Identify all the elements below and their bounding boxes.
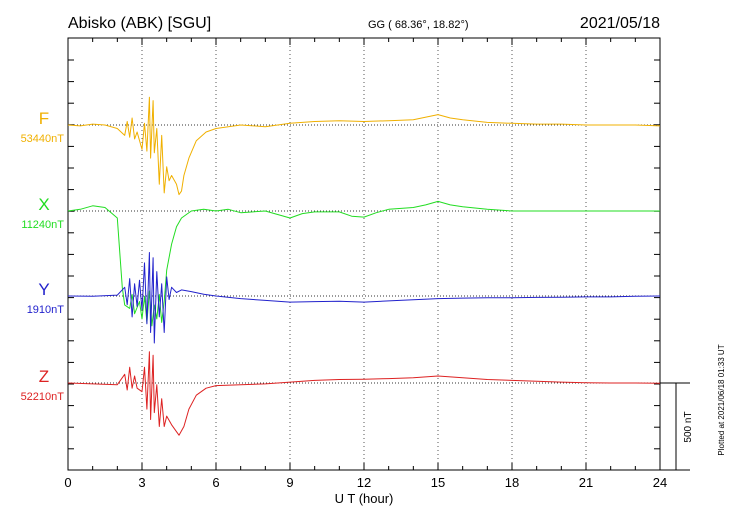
series-baseline-f: 53440nT [21, 133, 65, 145]
x-tick-labels: 0 3 6 9 12 15 18 21 24 [64, 475, 667, 490]
grid-lines [68, 38, 660, 470]
x-tick-label: 3 [138, 475, 145, 490]
x-tick-label: 6 [212, 475, 219, 490]
x-axis-label: U T (hour) [335, 491, 394, 506]
x-tick-label: 24 [653, 475, 667, 490]
plot-date: 2021/05/18 [580, 15, 660, 32]
station-coords: GG ( 68.36°, 18.82°) [368, 19, 469, 31]
station-title: Abisko (ABK) [SGU] [68, 15, 211, 32]
series-name-y: Y [38, 280, 49, 299]
series-baseline-y: 1910nT [27, 304, 65, 316]
series-labels: F 53440nT X 11240nT Y 1910nT Z 52210nT [21, 109, 65, 403]
x-tick-label: 0 [64, 475, 71, 490]
series-baseline-z: 52210nT [21, 391, 65, 403]
series-baseline-x: 11240nT [21, 219, 64, 231]
series-line-f [67, 96, 661, 196]
series-layer [67, 96, 661, 436]
series-name-x: X [38, 195, 49, 214]
scale-bar: 500 nT [660, 382, 694, 471]
series-name-z: Z [39, 367, 49, 386]
x-tick-label: 21 [579, 475, 593, 490]
x-tick-label: 18 [505, 475, 519, 490]
series-line-z [67, 351, 661, 436]
scale-bar-label: 500 nT [683, 411, 694, 442]
tick-marks [67, 38, 661, 470]
series-line-y [67, 252, 661, 344]
plotted-at-note: Plotted at 2021/06/18 01:33 UT [717, 344, 726, 455]
series-line-x [67, 200, 660, 327]
x-tick-label: 15 [431, 475, 445, 490]
x-tick-label: 12 [357, 475, 371, 490]
series-name-f: F [39, 109, 49, 128]
x-tick-label: 9 [286, 475, 293, 490]
